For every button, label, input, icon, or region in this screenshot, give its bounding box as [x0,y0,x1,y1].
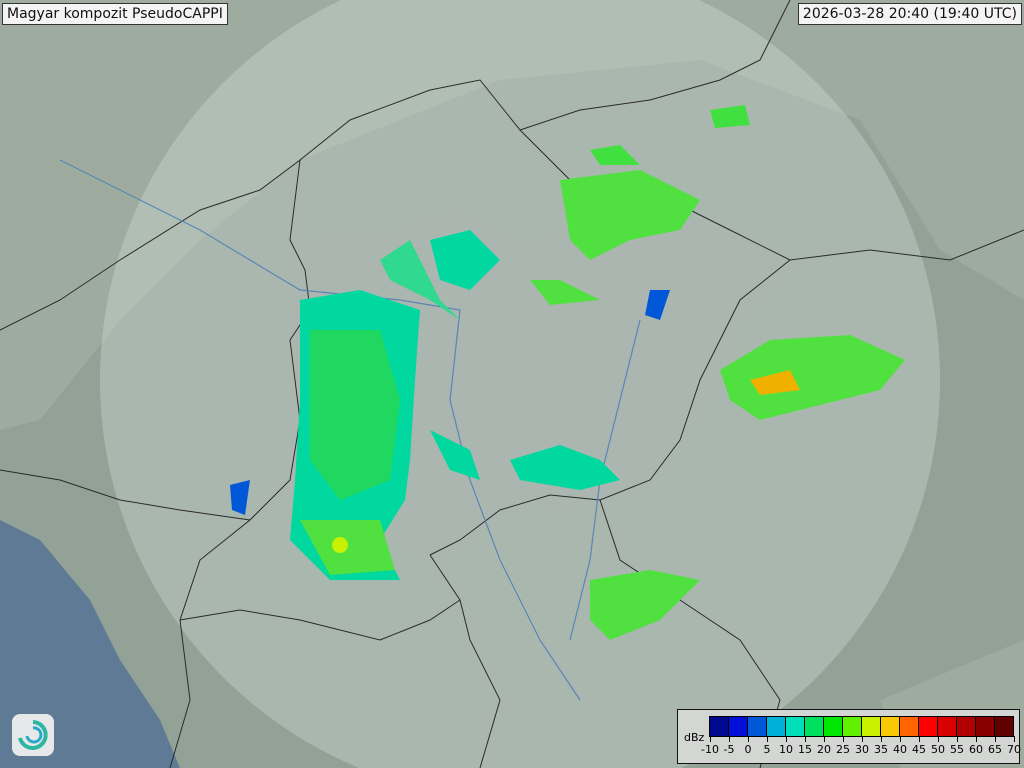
legend-swatch [976,717,995,736]
legend-tick-mark [786,736,787,742]
legend-tick-label: 55 [950,743,964,756]
legend-tick-label: -10 [701,743,719,756]
legend-swatch [805,717,824,736]
legend-tick-label: 25 [836,743,850,756]
legend-tick-mark [824,736,825,742]
legend-tick-label: 40 [893,743,907,756]
legend-swatch [995,717,1013,736]
legend-swatch [729,717,748,736]
legend-tick-mark [919,736,920,742]
legend-swatch [710,717,729,736]
legend-tick-label: -5 [723,743,735,756]
legend-tick-label: 60 [969,743,983,756]
legend-tick-mark [805,736,806,742]
legend-swatch [919,717,938,736]
legend-swatch [900,717,919,736]
legend-tick-mark [862,736,863,742]
legend-tick-label: 20 [817,743,831,756]
legend-tick-mark [843,736,844,742]
legend-tick-mark [938,736,939,742]
dbz-legend: dBz -10 -5 0 5 10 15 20 25 30 35 40 45 50 55 60 65 70 [677,709,1021,764]
legend-tick-mark [1014,736,1015,742]
legend-tick-mark [881,736,882,742]
legend-swatch [862,717,881,736]
legend-swatch [881,717,900,736]
legend-tick-mark [976,736,977,742]
legend-swatch [938,717,957,736]
adriatic-sea [0,520,180,768]
legend-tick-label: 65 [988,743,1002,756]
legend-tick-label: 15 [798,743,812,756]
legend-tick-mark [957,736,958,742]
legend-tick-mark [900,736,901,742]
legend-swatch [824,717,843,736]
legend-unit: dBz [684,731,705,744]
color-scale [709,716,1014,737]
legend-swatch [748,717,767,736]
legend-tick-mark [729,736,730,742]
legend-tick-label: 50 [931,743,945,756]
legend-tick-label: 10 [779,743,793,756]
legend-tick-label: 0 [744,743,752,756]
legend-tick-label: 45 [912,743,926,756]
hungary-region [290,210,800,560]
legend-tick-label: 30 [855,743,869,756]
legend-swatch [786,717,805,736]
legend-tick-label: 5 [763,743,771,756]
product-title: Magyar kompozit PseudoCAPPI [2,3,228,25]
legend-tick-label: 70 [1007,743,1021,756]
legend-tick-mark [710,736,711,742]
legend-swatch [843,717,862,736]
legend-tick-mark [767,736,768,742]
legend-swatch [767,717,786,736]
precipitation-echoes [230,105,905,640]
legend-tick-mark [995,736,996,742]
legend-swatch [957,717,976,736]
swirl-logo-icon [12,714,54,756]
legend-tick-label: 35 [874,743,888,756]
legend-tick-mark [748,736,749,742]
timestamp: 2026-03-28 20:40 (19:40 UTC) [797,3,1022,25]
